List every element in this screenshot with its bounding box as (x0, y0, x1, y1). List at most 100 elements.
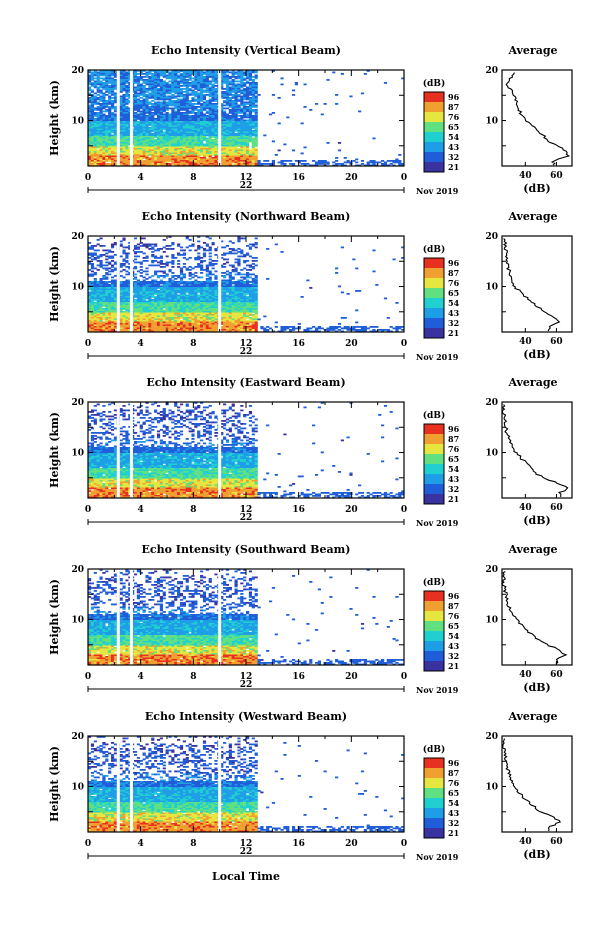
heatmap-cell (234, 85, 238, 87)
heatmap-cell (248, 71, 253, 74)
colorbar-swatch (424, 122, 444, 133)
heatmap-cell (197, 134, 201, 137)
heatmap-cell (254, 71, 258, 74)
heatmap-cell (125, 113, 129, 116)
heatmap-cell (231, 94, 235, 96)
heatmap-cell (188, 119, 192, 122)
heatmap-cell (145, 297, 149, 300)
heatmap-cell (240, 71, 244, 74)
heatmap-cell (228, 76, 232, 78)
heatmap-cell (99, 137, 103, 140)
heatmap-cell (102, 92, 106, 95)
heatmap-cell (179, 106, 184, 108)
heatmap-cell (93, 258, 97, 261)
heatmap-cell (113, 118, 118, 120)
colorbar-tick-label: 43 (448, 142, 460, 152)
heatmap-cell (191, 124, 195, 126)
heatmap-cell (243, 116, 247, 119)
heatmap-cell (105, 103, 109, 105)
heatmap-cell (246, 74, 250, 77)
heatmap-cell (188, 70, 192, 72)
heatmap-cell (148, 80, 152, 83)
heatmap-cell (136, 82, 141, 84)
heatmap-cell (165, 92, 169, 95)
heatmap-cell (162, 125, 166, 128)
heatmap-cell (200, 143, 204, 146)
heatmap-cell (90, 137, 95, 140)
heatmap-cell (96, 134, 100, 137)
heatmap-cell (96, 257, 100, 259)
heatmap-cell (202, 109, 207, 111)
heatmap-cell (323, 103, 327, 105)
heatmap-cell (133, 76, 138, 78)
heatmap-cell (168, 113, 172, 116)
heatmap-cell (214, 263, 218, 265)
heatmap-cell (225, 76, 230, 78)
heatmap-cell (251, 115, 255, 117)
heatmap-cell (151, 255, 155, 258)
heatmap-cell (102, 131, 106, 134)
heatmap-cell (139, 115, 143, 117)
heatmap-cell (200, 133, 204, 135)
heatmap-cell (228, 115, 232, 117)
heatmap-cell (185, 125, 189, 128)
heatmap-cell (110, 121, 115, 123)
heatmap-cell (194, 77, 198, 80)
heatmap-cell (200, 107, 204, 110)
heatmap-cell (159, 133, 163, 135)
heatmap-cell (208, 76, 212, 78)
heatmap-cell (171, 163, 175, 165)
panel-title: Echo Intensity (Northward Beam) (142, 210, 351, 223)
heatmap-cell (248, 76, 253, 78)
heatmap-cell (254, 95, 258, 98)
heatmap-cell (162, 71, 166, 74)
heatmap-cell (177, 128, 181, 131)
heatmap-cell (156, 270, 161, 273)
heatmap-cell (108, 71, 112, 74)
heatmap-cell (234, 124, 238, 126)
heatmap-cell (251, 104, 255, 107)
heatmap-cell (225, 83, 230, 86)
heatmap-cell (96, 80, 100, 83)
heatmap-cell (96, 88, 100, 90)
heatmap-cell (128, 88, 132, 90)
heatmap-cell (90, 267, 95, 270)
heatmap-cell (188, 101, 192, 104)
heatmap-cell (237, 118, 241, 120)
heatmap-cell (99, 124, 103, 126)
heatmap-cell (90, 270, 95, 273)
heatmap-cell (122, 113, 126, 116)
heatmap-cell (90, 95, 95, 98)
heatmap-cell (194, 266, 198, 268)
heatmap-cell (202, 130, 207, 132)
heatmap-cell (156, 134, 161, 137)
heatmap-cell (159, 143, 163, 146)
heatmap-cell (122, 269, 126, 271)
heatmap-cell (168, 86, 172, 89)
heatmap-cell (139, 83, 143, 86)
heatmap-cell (171, 77, 175, 80)
heatmap-cell (211, 103, 215, 105)
heatmap-cell (139, 139, 143, 141)
heatmap-cell (122, 127, 126, 129)
heatmap-cell (225, 82, 230, 84)
heatmap-cell (228, 94, 232, 96)
heatmap-cell (243, 121, 247, 123)
heatmap-cell (231, 73, 235, 75)
heatmap-cell (179, 89, 184, 92)
heatmap-cell (136, 76, 141, 78)
heatmap-cell (108, 133, 112, 135)
heatmap-cell (177, 260, 181, 262)
heatmap-cell (205, 275, 209, 277)
heatmap-cell (223, 137, 227, 140)
heatmap-cell (251, 116, 255, 119)
heatmap-cell (165, 140, 169, 143)
heatmap-cell (165, 74, 169, 77)
heatmap-cell (90, 134, 95, 137)
heatmap-cell (243, 122, 247, 125)
heatmap-cell (102, 142, 106, 144)
heatmap-cell (90, 248, 95, 250)
heatmap-cell (93, 143, 97, 146)
heatmap-cell (174, 118, 178, 120)
heatmap-cell (136, 137, 141, 140)
